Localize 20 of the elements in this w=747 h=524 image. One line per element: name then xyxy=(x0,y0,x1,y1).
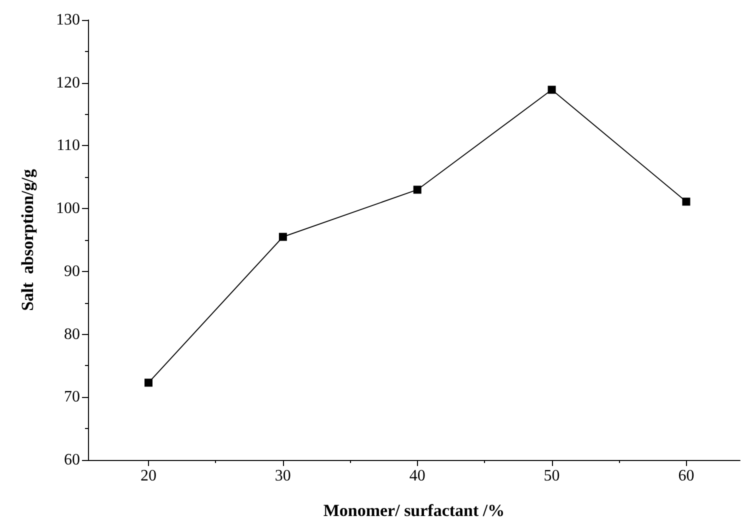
point xyxy=(144,378,152,387)
y-tick-label: 90 xyxy=(64,262,80,280)
y-tick-label: 110 xyxy=(56,137,80,154)
y-axis-title: Salt absorption/g/g xyxy=(18,168,37,311)
point xyxy=(548,86,556,94)
x-tick-label: 20 xyxy=(140,468,156,484)
x-axis-title: Monomer/ surfactant /% xyxy=(323,501,505,520)
x-tick-label: 40 xyxy=(409,468,426,484)
point xyxy=(413,186,422,194)
x-tick-label: 50 xyxy=(544,468,560,484)
y-tick-label: 100 xyxy=(56,200,80,218)
x-tick-label: 30 xyxy=(274,468,291,484)
y-tick-label: 80 xyxy=(64,326,80,343)
point xyxy=(682,198,690,206)
y-tick-label: 60 xyxy=(64,452,80,468)
y-tick-label: 130 xyxy=(56,12,80,28)
x-tick-label: 60 xyxy=(678,468,694,484)
y-tick-label: 70 xyxy=(64,388,80,406)
y-tick-label: 120 xyxy=(56,74,80,92)
point xyxy=(278,232,287,241)
